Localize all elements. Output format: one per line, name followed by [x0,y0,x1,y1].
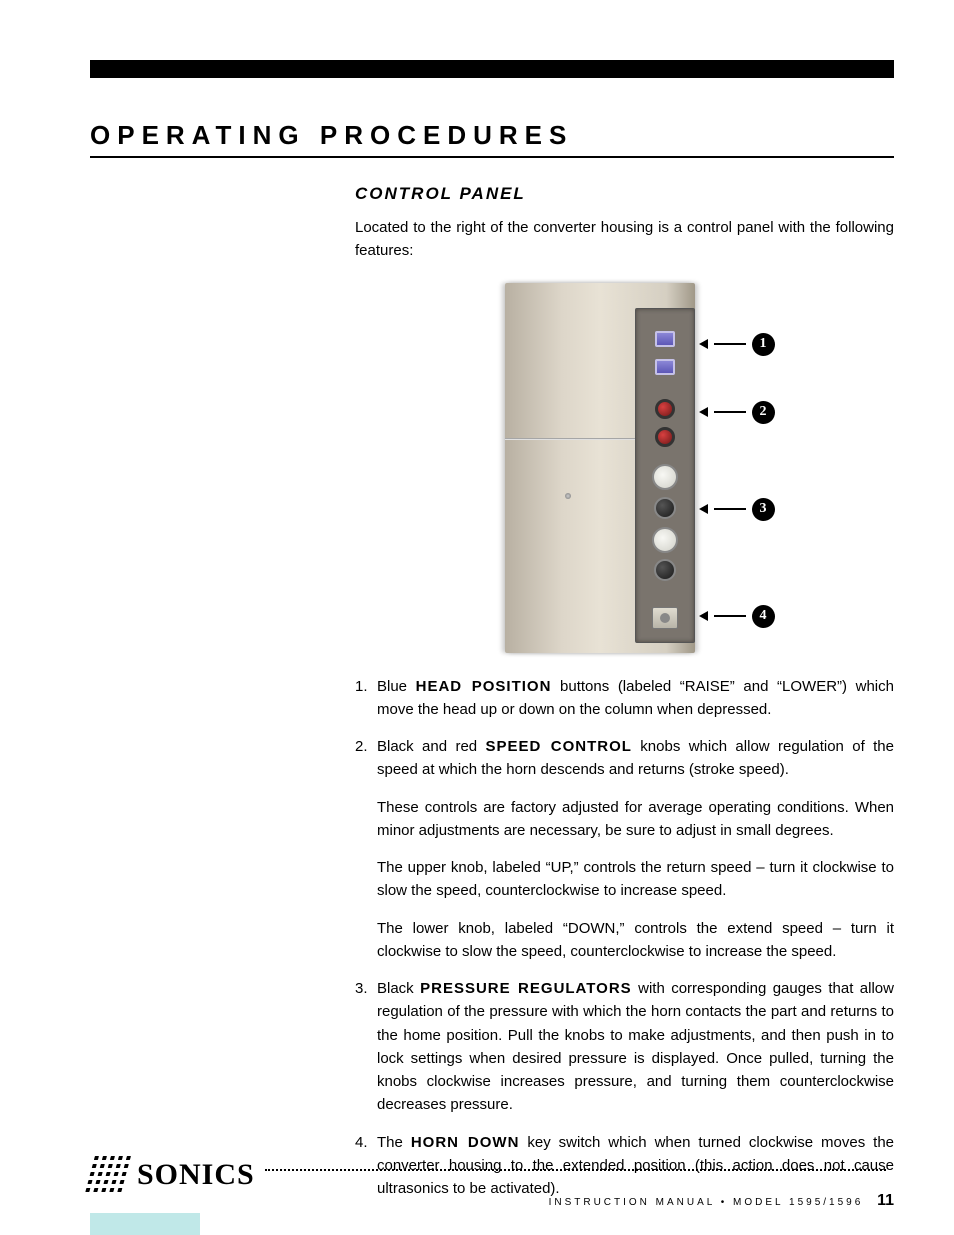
callout-num-1: 1 [752,333,775,356]
pressure-gauge-down [652,527,678,553]
term-head-position: HEAD POSITION [416,678,552,695]
speed-up-knob [655,399,675,419]
callout-4: 4 [699,605,775,628]
callout-3: 3 [699,498,775,521]
content-column: CONTROL PANEL Located to the right of th… [355,184,894,1200]
footer-meta: INSTRUCTION MANUAL • MODEL 1595/1596 11 [549,1192,894,1210]
intro-text: Located to the right of the converter ho… [355,216,894,263]
speed-down-knob [655,427,675,447]
page-footer: SONICS [90,1156,894,1193]
head-raise-button [655,331,675,347]
feature-item-3: Black PRESSURE REGULATORS with correspon… [355,977,894,1117]
header-bar [90,60,894,78]
head-lower-button [655,359,675,375]
corner-marker [90,1213,200,1235]
subsection-title: CONTROL PANEL [355,184,894,204]
feature-item-2: Black and red SPEED CONTROL knobs which … [355,735,894,963]
feature-item-1: Blue HEAD POSITION buttons (labeled “RAI… [355,675,894,722]
logo-text: SONICS [137,1158,255,1192]
term-speed-control: SPEED CONTROL [486,738,632,755]
device-column [505,283,695,653]
pressure-regulator-up [654,497,676,519]
term-pressure-regulators: PRESSURE REGULATORS [420,980,632,997]
pressure-regulator-down [654,559,676,581]
callout-1: 1 [699,333,775,356]
pressure-gauge-up [652,464,678,490]
feature-list: Blue HEAD POSITION buttons (labeled “RAI… [355,675,894,1201]
control-panel-figure: 1 2 3 4 [485,283,765,653]
dotted-rule [265,1169,886,1171]
manual-label: INSTRUCTION MANUAL • MODEL 1595/1596 [549,1197,864,1208]
callout-2: 2 [699,401,775,424]
logo-dotgrid-icon [85,1156,132,1193]
callout-num-2: 2 [752,401,775,424]
page-number: 11 [877,1192,894,1209]
callout-num-4: 4 [752,605,775,628]
section-title: OPERATING PROCEDURES [90,120,894,158]
callout-num-3: 3 [752,498,775,521]
term-horn-down: HORN DOWN [411,1134,520,1151]
horn-down-keyswitch [652,607,678,629]
control-panel [635,308,695,643]
